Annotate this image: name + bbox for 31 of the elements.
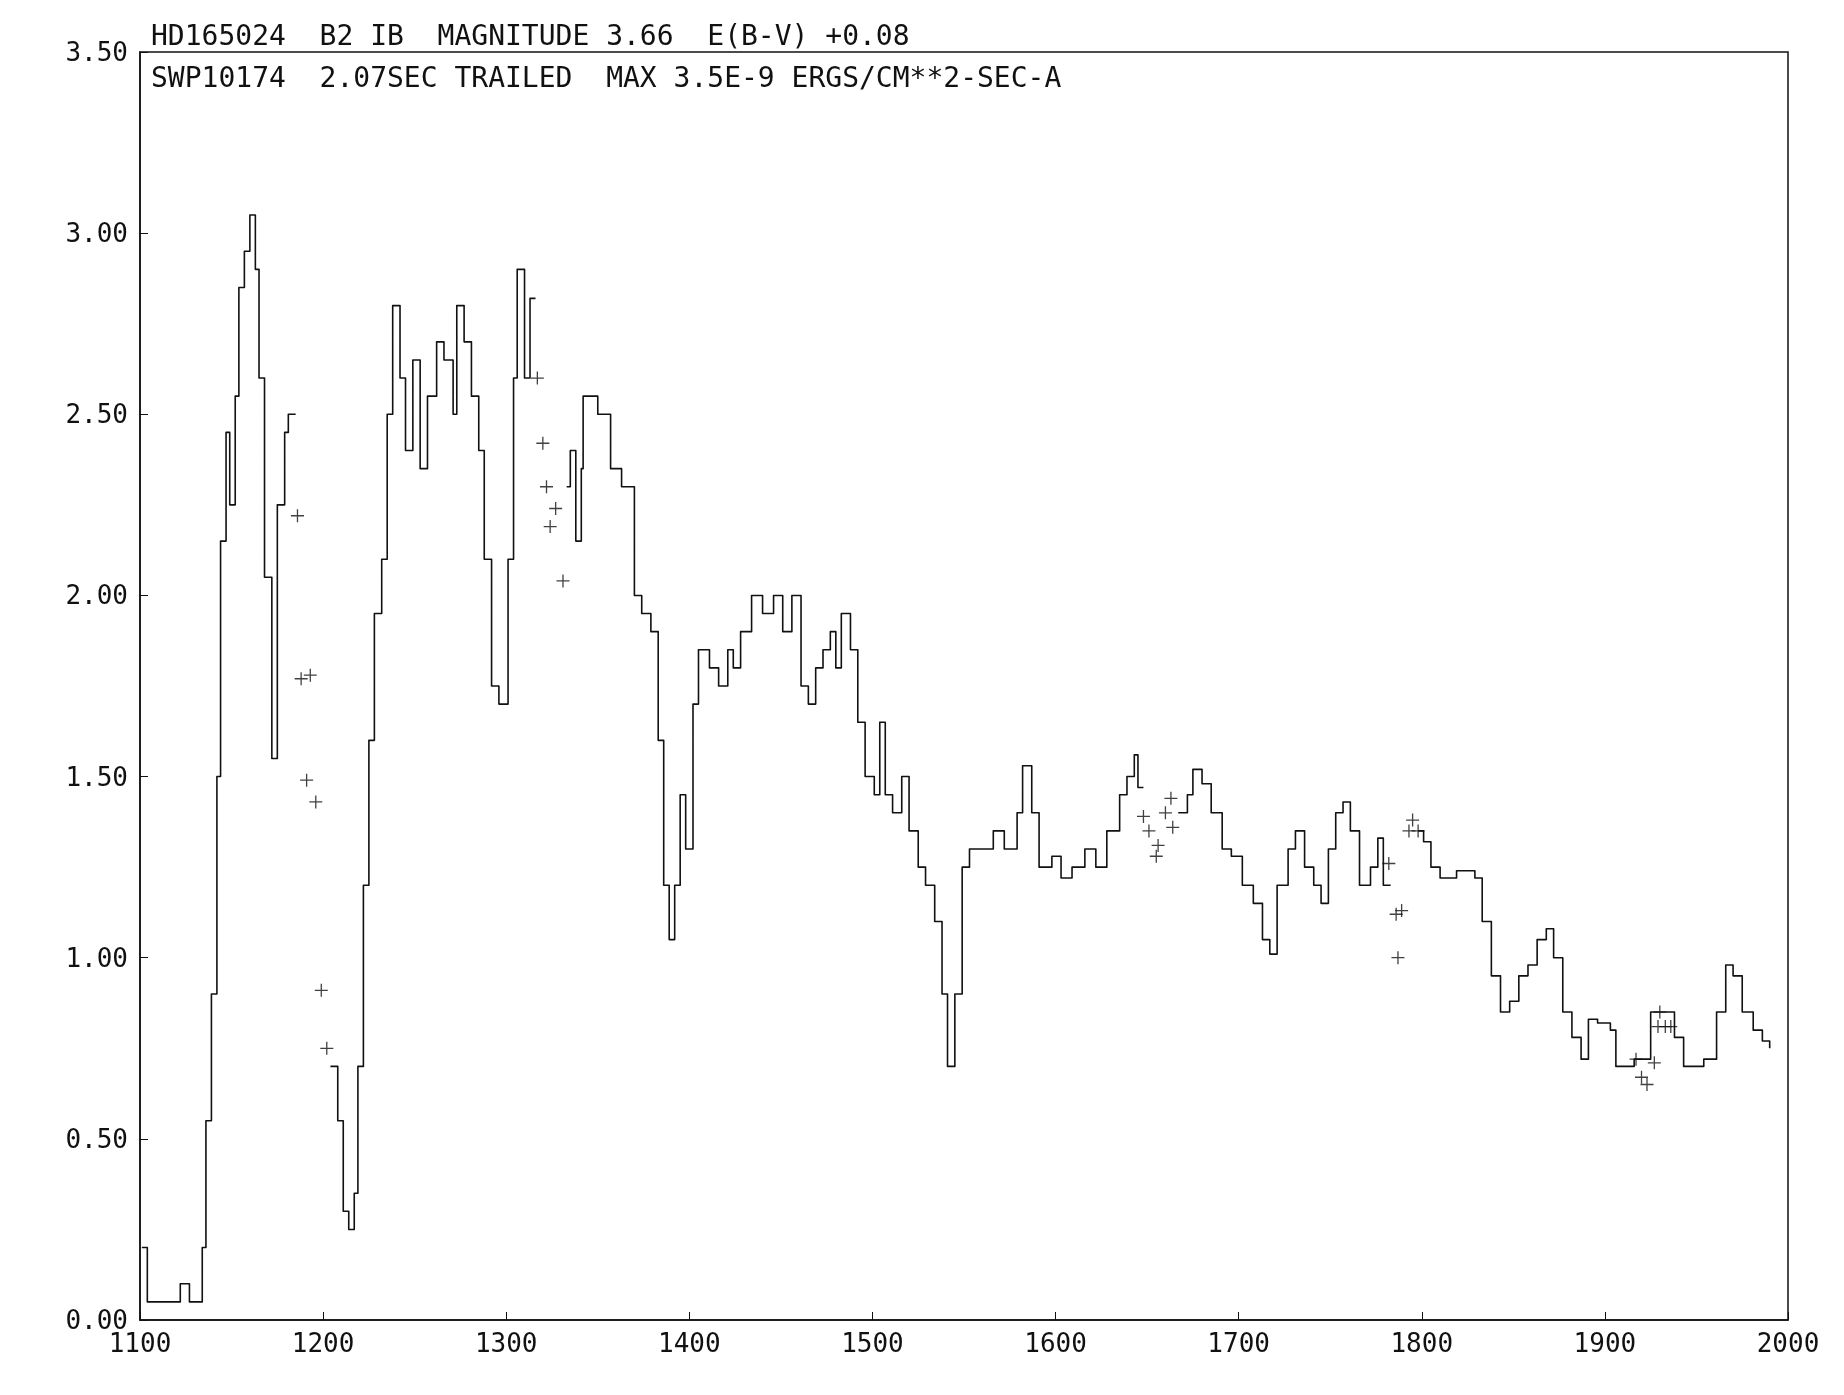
- point: [1411, 824, 1425, 838]
- y-tick-label: 3.00: [65, 218, 128, 249]
- point: [556, 574, 570, 588]
- y-tick-label: 1.00: [65, 942, 128, 973]
- point: [1640, 1078, 1654, 1092]
- x-tick-label: 2000: [1756, 1328, 1820, 1358]
- point: [530, 371, 544, 385]
- x-tick-label: 1600: [1024, 1328, 1087, 1358]
- x-tick-label: 1500: [841, 1328, 904, 1358]
- y-tick-label: 3.50: [65, 37, 128, 67]
- x-tick-label: 1400: [658, 1328, 721, 1358]
- point: [1391, 951, 1405, 965]
- point: [1164, 791, 1178, 805]
- chart-subtitle: SWP10174 2.07SEC TRAILED MAX 3.5E-9 ERGS/CM**2-SEC-A: [151, 60, 1062, 94]
- point: [294, 672, 308, 686]
- y-tick-label: 2.50: [65, 399, 128, 430]
- point: [1406, 813, 1420, 827]
- x-tick-label: 1300: [474, 1328, 538, 1358]
- x-tick-label: 1200: [291, 1328, 355, 1358]
- x-tick-label: 1700: [1207, 1328, 1270, 1358]
- point: [1151, 838, 1165, 852]
- y-tick-label: 1.50: [65, 761, 128, 792]
- x-tick-label: 1800: [1390, 1328, 1454, 1358]
- x-tick-label: 1900: [1573, 1328, 1637, 1358]
- point: [1389, 907, 1403, 921]
- point: [303, 668, 317, 682]
- y-tick-label: 2.00: [65, 580, 128, 611]
- y-tick-label: 0.50: [65, 1123, 128, 1154]
- point: [309, 795, 323, 809]
- chart-title: HD165024 B2 IB MAGNITUDE 3.66 E(B-V) +0.08: [151, 18, 910, 52]
- point: [1142, 824, 1156, 838]
